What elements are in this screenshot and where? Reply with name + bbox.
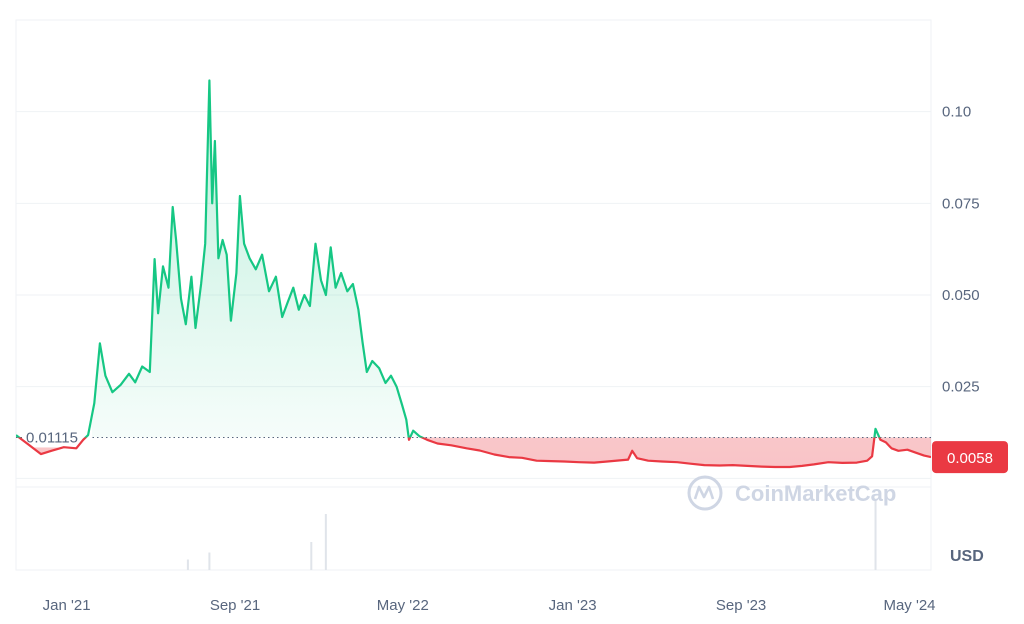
x-tick-label: Sep '23 xyxy=(716,597,766,614)
x-tick-label: May '24 xyxy=(883,597,935,614)
area-fills xyxy=(16,80,931,467)
watermark: CoinMarketCap xyxy=(687,475,896,511)
currency-label: USD xyxy=(950,548,984,565)
volume-bar xyxy=(310,542,313,570)
current-price-badge-bg xyxy=(932,441,1008,474)
x-axis: Jan '21 Sep '21 May '22 Jan '23 Sep '23 May '… xyxy=(43,597,936,614)
price-line-down xyxy=(17,437,931,469)
volume-bar xyxy=(324,514,327,570)
price-line xyxy=(16,79,931,469)
current-price-label: 0.0058 xyxy=(947,450,993,467)
y-tick-label: 0.075 xyxy=(942,195,980,212)
x-tick-label: Sep '21 xyxy=(210,597,260,614)
y-tick-label: 0.050 xyxy=(942,287,980,304)
x-tick-label: Jan '21 xyxy=(43,597,91,614)
volume-bar xyxy=(186,559,189,570)
coinmarketcap-logo-icon xyxy=(687,475,723,511)
y-axis: 0.10 0.075 0.050 0.025 xyxy=(942,104,980,396)
baseline-label: 0.01115 xyxy=(26,429,78,446)
x-tick-label: May '22 xyxy=(377,597,429,614)
area-above-baseline xyxy=(16,80,931,438)
baseline-label-group: 0.01115 xyxy=(22,427,92,448)
volume-bar xyxy=(208,552,211,570)
current-price-badge: 0.0058 xyxy=(932,441,1008,474)
volume-bars xyxy=(186,500,877,570)
x-tick-label: Jan '23 xyxy=(549,597,597,614)
watermark-text: CoinMarketCap xyxy=(735,481,896,506)
volume-bar xyxy=(874,500,877,570)
y-tick-label: 0.025 xyxy=(942,379,980,396)
price-line-up xyxy=(16,79,881,438)
y-tick-label: 0.10 xyxy=(942,104,971,121)
area-below-baseline xyxy=(19,437,931,467)
